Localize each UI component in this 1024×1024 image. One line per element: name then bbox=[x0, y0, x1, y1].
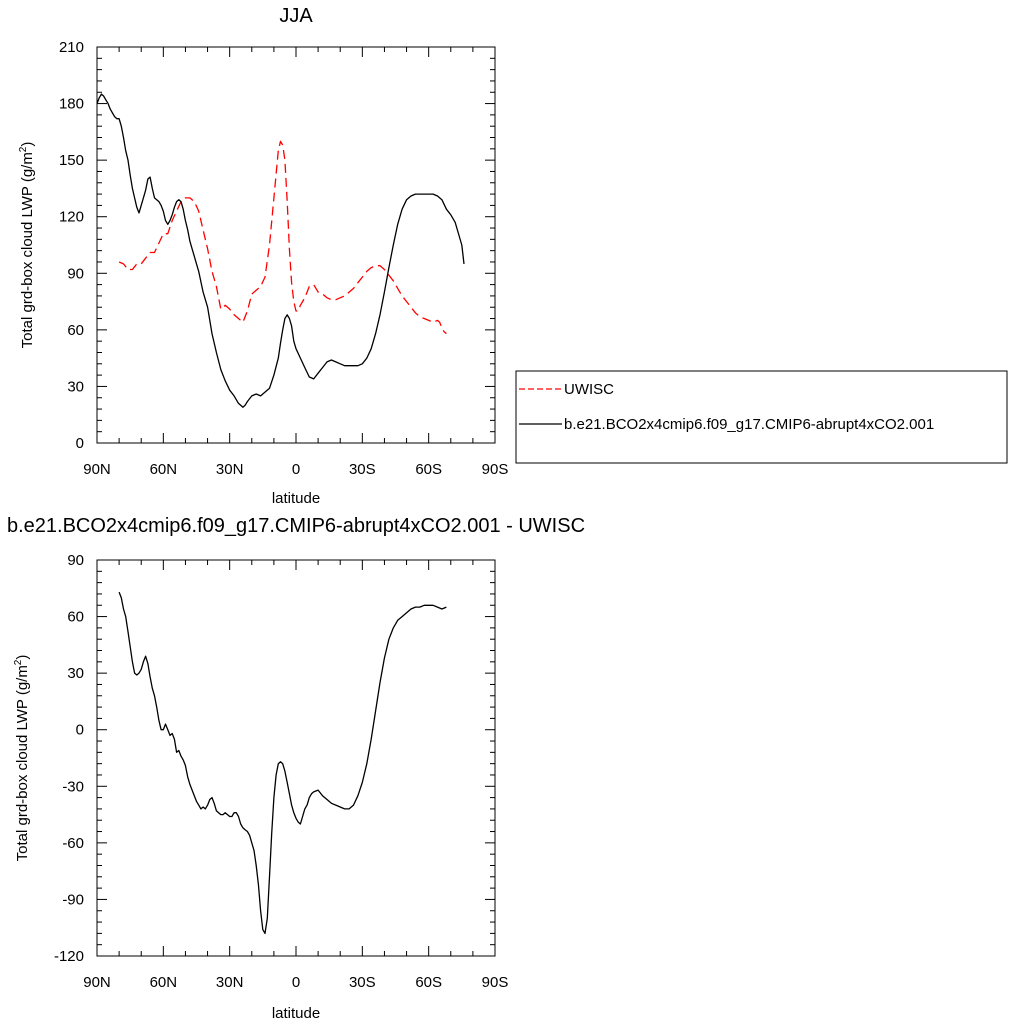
x-tick-label: 0 bbox=[292, 974, 300, 991]
x-tick-label: 60S bbox=[415, 461, 442, 478]
y-tick-label: 60 bbox=[67, 609, 84, 626]
bottom-y-axis-label: Total grd-box cloud LWP (g/m2) bbox=[13, 655, 31, 862]
y-tick-label: -90 bbox=[62, 891, 84, 908]
x-tick-label: 90N bbox=[83, 974, 111, 991]
x-tick-label: 90S bbox=[482, 461, 509, 478]
top-panel: JJA 90N 60N 30N 0 30S 60S 90S 0 30 60 90 120 150 180… bbox=[18, 5, 1008, 507]
x-tick-label: 30S bbox=[349, 461, 376, 478]
x-tick-label: 60S bbox=[415, 974, 442, 991]
top-tick-marks bbox=[96, 46, 496, 444]
top-x-axis-label: latitude bbox=[272, 490, 320, 507]
y-tick-label: -30 bbox=[62, 778, 84, 795]
bottom-x-axis-label: latitude bbox=[272, 1005, 320, 1022]
legend-label-uwisc: UWISC bbox=[564, 381, 614, 398]
legend-label-model: b.e21.BCO2x4cmip6.f09_g17.CMIP6-abrupt4x… bbox=[564, 416, 934, 433]
y-tick-label: 30 bbox=[67, 378, 84, 395]
series-line-model bbox=[96, 93, 465, 408]
legend-box bbox=[515, 370, 1008, 464]
x-tick-label: 90N bbox=[83, 461, 111, 478]
x-tick-label: 60N bbox=[150, 974, 178, 991]
bottom-plot-frame bbox=[96, 559, 496, 957]
y-tick-label: 30 bbox=[67, 665, 84, 682]
bottom-series-group bbox=[118, 591, 447, 935]
bottom-tick-marks bbox=[96, 559, 496, 957]
y-tick-label: 0 bbox=[76, 435, 84, 452]
y-tick-label: -120 bbox=[54, 948, 84, 965]
x-tick-label: 30S bbox=[349, 974, 376, 991]
y-tick-label: 60 bbox=[67, 322, 84, 339]
x-tick-label: 30N bbox=[216, 974, 244, 991]
x-tick-label: 60N bbox=[150, 461, 178, 478]
bottom-panel: b.e21.BCO2x4cmip6.f09_g17.CMIP6-abrupt4x… bbox=[7, 515, 585, 1022]
y-tick-label: 180 bbox=[59, 96, 84, 113]
x-tick-label: 0 bbox=[292, 461, 300, 478]
x-tick-label: 90S bbox=[482, 974, 509, 991]
y-tick-label: 120 bbox=[59, 209, 84, 226]
x-tick-label: 30N bbox=[216, 461, 244, 478]
y-tick-label: 0 bbox=[76, 722, 84, 739]
y-tick-label: 210 bbox=[59, 39, 84, 56]
y-tick-label: 150 bbox=[59, 152, 84, 169]
y-tick-label: 90 bbox=[67, 265, 84, 282]
top-y-tick-labels: 0 30 60 90 120 150 180 210 bbox=[59, 39, 84, 452]
legend: UWISC b.e21.BCO2x4cmip6.f09_g17.CMIP6-ab… bbox=[515, 370, 1008, 464]
top-y-axis-label: Total grd-box cloud LWP (g/m2) bbox=[18, 142, 36, 349]
top-series-group bbox=[96, 93, 465, 408]
series-line-uwisc bbox=[118, 140, 447, 335]
y-tick-label: -60 bbox=[62, 835, 84, 852]
bottom-y-tick-labels: -120 -90 -60 -30 0 30 60 90 bbox=[54, 552, 84, 965]
top-chart-title: JJA bbox=[279, 5, 313, 27]
series-line-difference bbox=[118, 591, 447, 935]
top-plot-frame bbox=[96, 46, 496, 444]
y-tick-label: 90 bbox=[67, 552, 84, 569]
top-x-tick-labels: 90N 60N 30N 0 30S 60S 90S bbox=[83, 461, 508, 478]
bottom-chart-title: b.e21.BCO2x4cmip6.f09_g17.CMIP6-abrupt4x… bbox=[7, 515, 585, 537]
bottom-x-tick-labels: 90N 60N 30N 0 30S 60S 90S bbox=[83, 974, 508, 991]
